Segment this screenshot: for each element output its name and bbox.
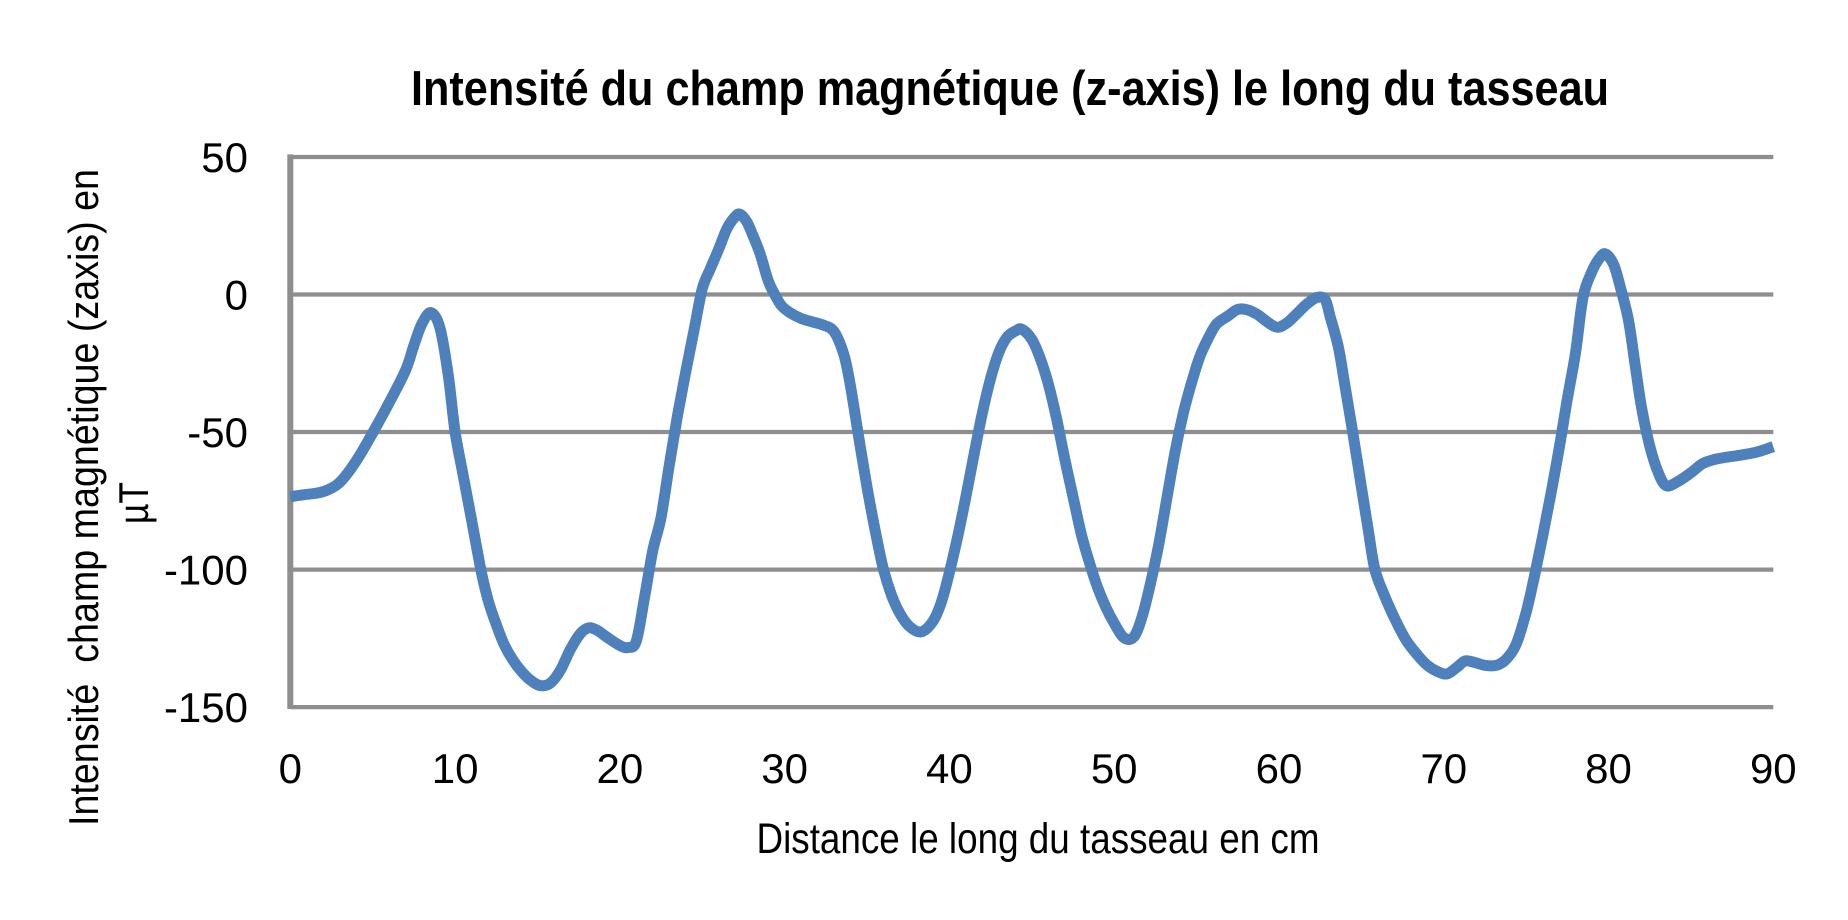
- svg-text:-50: -50: [187, 409, 248, 456]
- svg-text:0: 0: [225, 272, 248, 319]
- svg-text:0: 0: [279, 745, 302, 792]
- svg-text:20: 20: [597, 745, 644, 792]
- svg-text:80: 80: [1585, 745, 1632, 792]
- svg-text:50: 50: [201, 134, 248, 181]
- svg-text:90: 90: [1750, 745, 1797, 792]
- svg-text:Distance le long du tasseau en: Distance le long du tasseau en cm: [757, 815, 1320, 863]
- svg-text:Intensité du champ magnétique: Intensité du champ magnétique (z-axis) l…: [411, 62, 1609, 116]
- svg-text:30: 30: [761, 745, 808, 792]
- svg-text:-150: -150: [164, 684, 248, 731]
- svg-text:60: 60: [1256, 745, 1303, 792]
- svg-text:50: 50: [1091, 745, 1138, 792]
- svg-text:40: 40: [926, 745, 973, 792]
- svg-text:70: 70: [1420, 745, 1467, 792]
- svg-text:10: 10: [432, 745, 479, 792]
- svg-text:µT: µT: [110, 482, 157, 524]
- svg-text:-100: -100: [164, 547, 248, 594]
- svg-text:Intensité champ magnétique (z: Intensité champ magnétique (zaxis) en: [60, 169, 107, 826]
